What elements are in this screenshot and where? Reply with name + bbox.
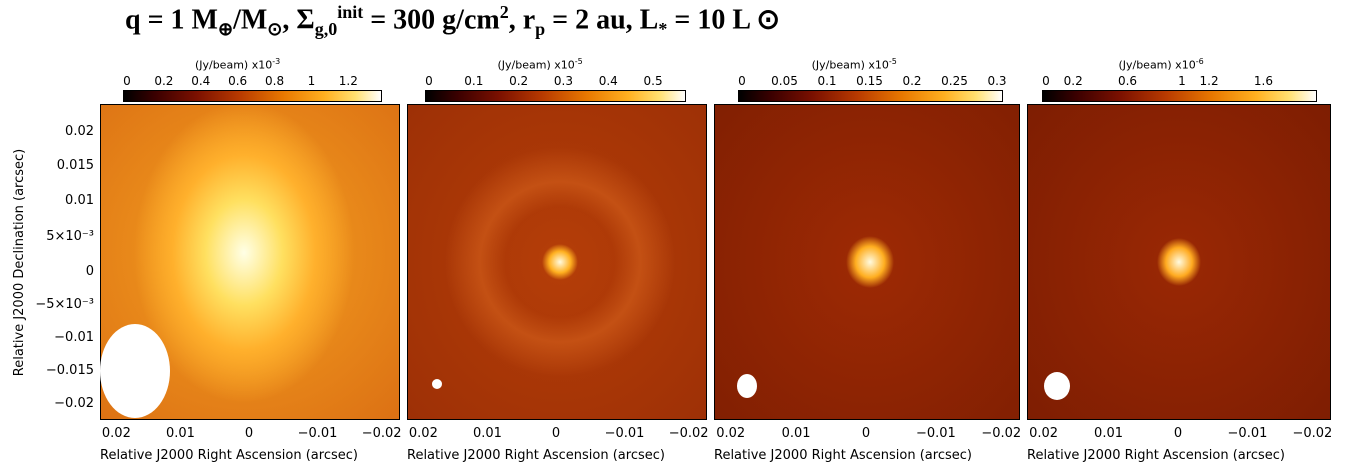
beam-ellipse: [737, 374, 757, 398]
x-axis-label: Relative J2000 Right Ascension (arcsec): [407, 448, 665, 463]
colorbar-unit-0: (Jy/beam) x10-3: [194, 57, 281, 72]
x-tick-label: −0.01: [915, 426, 956, 441]
x-axis-label: Relative J2000 Right Ascension (arcsec): [714, 448, 972, 463]
map-panel-3: [1027, 104, 1331, 420]
colorbar-tick-label: 0.2: [1063, 74, 1083, 88]
colorbar-exponent-3: -6: [1195, 57, 1204, 66]
colorbar-tick-label: 0.15: [856, 74, 883, 88]
x-tick-label: −0.02: [1292, 426, 1333, 441]
colorbar-exponent-1: -5: [574, 57, 583, 66]
colorbar-tick-label: 0.2: [509, 74, 529, 88]
y-axis-label: Relative J2000 Declination (arcsec): [12, 148, 28, 377]
colorbar-tick-label: 0.2: [902, 74, 922, 88]
x-tick-label: 0.01: [1094, 426, 1124, 441]
map-panel-2: [714, 104, 1020, 420]
map-panel-1: [407, 104, 707, 420]
beam-ellipse: [1044, 372, 1070, 400]
y-tick-label: 0.01: [65, 193, 94, 208]
colorbar-tick-label: 0.3: [553, 74, 573, 88]
x-tick-label: −0.02: [981, 426, 1022, 441]
y-tick-label: 0.02: [65, 124, 94, 139]
x-tick-label: −0.01: [297, 426, 338, 441]
x-tick-label: −0.02: [668, 426, 709, 441]
beam-ellipse: [432, 379, 442, 389]
colorbar-tick-label: 0.5: [643, 74, 663, 88]
colorbar-unit-1: (Jy/beam) x10-5: [497, 57, 583, 72]
colorbar-tick-label: 1.6: [1253, 74, 1273, 88]
x-tick-label: 0.01: [781, 426, 811, 441]
x-tick-label: 0.01: [472, 426, 502, 441]
colorbar-tick-label: 0.6: [1117, 74, 1138, 88]
colorbar-tick-label: 0.6: [228, 74, 248, 88]
colorbar-unit-3: (Jy/beam) x10-6: [1118, 57, 1204, 72]
x-tick-label: −0.01: [604, 426, 645, 441]
x-tick-label: 0: [861, 426, 871, 441]
colorbar-tick-label: 0: [425, 74, 433, 88]
colorbar-tick-label: 0.8: [265, 74, 285, 88]
x-tick-label: −0.01: [1227, 426, 1268, 441]
x-tick-label: 0.02: [101, 426, 131, 441]
colorbar-tick-label: 0.4: [598, 74, 618, 88]
colorbar-tick-label: 0.3: [987, 74, 1007, 88]
colorbar-tick-label: 1.2: [338, 74, 358, 88]
colorbar-tick-label: 0: [123, 74, 131, 88]
y-tick-label: −0.01: [54, 330, 94, 345]
colorbar-tick-label: 1: [307, 74, 316, 88]
colorbar-0: [123, 90, 382, 102]
y-tick-label: −5×10⁻³: [35, 297, 94, 312]
colorbar-1: [425, 90, 686, 102]
x-axis-label: Relative J2000 Right Ascension (arcsec): [100, 448, 358, 463]
x-tick-label: 0.02: [716, 426, 746, 441]
colorbar-tick-label: 1: [1178, 74, 1186, 88]
x-tick-label: −0.02: [361, 426, 402, 441]
colorbar-tick-label: 0.1: [817, 74, 837, 88]
x-tick-label: 0: [244, 426, 254, 441]
y-tick-label: 0: [85, 264, 94, 279]
colorbar-exponent-0: -3: [272, 57, 281, 66]
colorbar-unit-2: (Jy/beam) x10-5: [811, 57, 897, 72]
y-tick-label: −0.015: [45, 363, 94, 378]
colorbar-tick-label: 1.2: [1199, 74, 1219, 88]
x-tick-label: 0: [1173, 426, 1183, 441]
figure-title: q = 1 M⊕/M⊙, Σg,0init = 300 g/cm2, rp = …: [125, 2, 780, 39]
x-tick-label: 0.02: [1029, 426, 1059, 441]
colorbar-tick-label: 0.05: [771, 74, 798, 88]
colorbar-tick-label: 0: [1042, 74, 1050, 88]
x-tick-label: 0.01: [165, 426, 195, 441]
colorbar-tick-label: 0.4: [191, 74, 211, 88]
colorbar-tick-label: 0: [738, 74, 746, 88]
y-tick-label: 0.015: [56, 158, 94, 173]
colorbar-tick-label: 0.2: [154, 74, 174, 88]
colorbar-tick-label: 0.25: [941, 74, 968, 88]
y-tick-label: −0.02: [54, 396, 94, 411]
colorbar-2: [738, 90, 1003, 102]
beam-ellipse: [100, 324, 170, 418]
x-axis-label: Relative J2000 Right Ascension (arcsec): [1027, 448, 1285, 463]
x-tick-label: 0.02: [408, 426, 438, 441]
colorbar-3: [1042, 90, 1317, 102]
colorbar-tick-label: 0.1: [464, 74, 484, 88]
y-tick-label: 5×10⁻³: [46, 229, 94, 244]
colorbar-exponent-2: -5: [888, 57, 897, 66]
x-tick-label: 0: [551, 426, 561, 441]
